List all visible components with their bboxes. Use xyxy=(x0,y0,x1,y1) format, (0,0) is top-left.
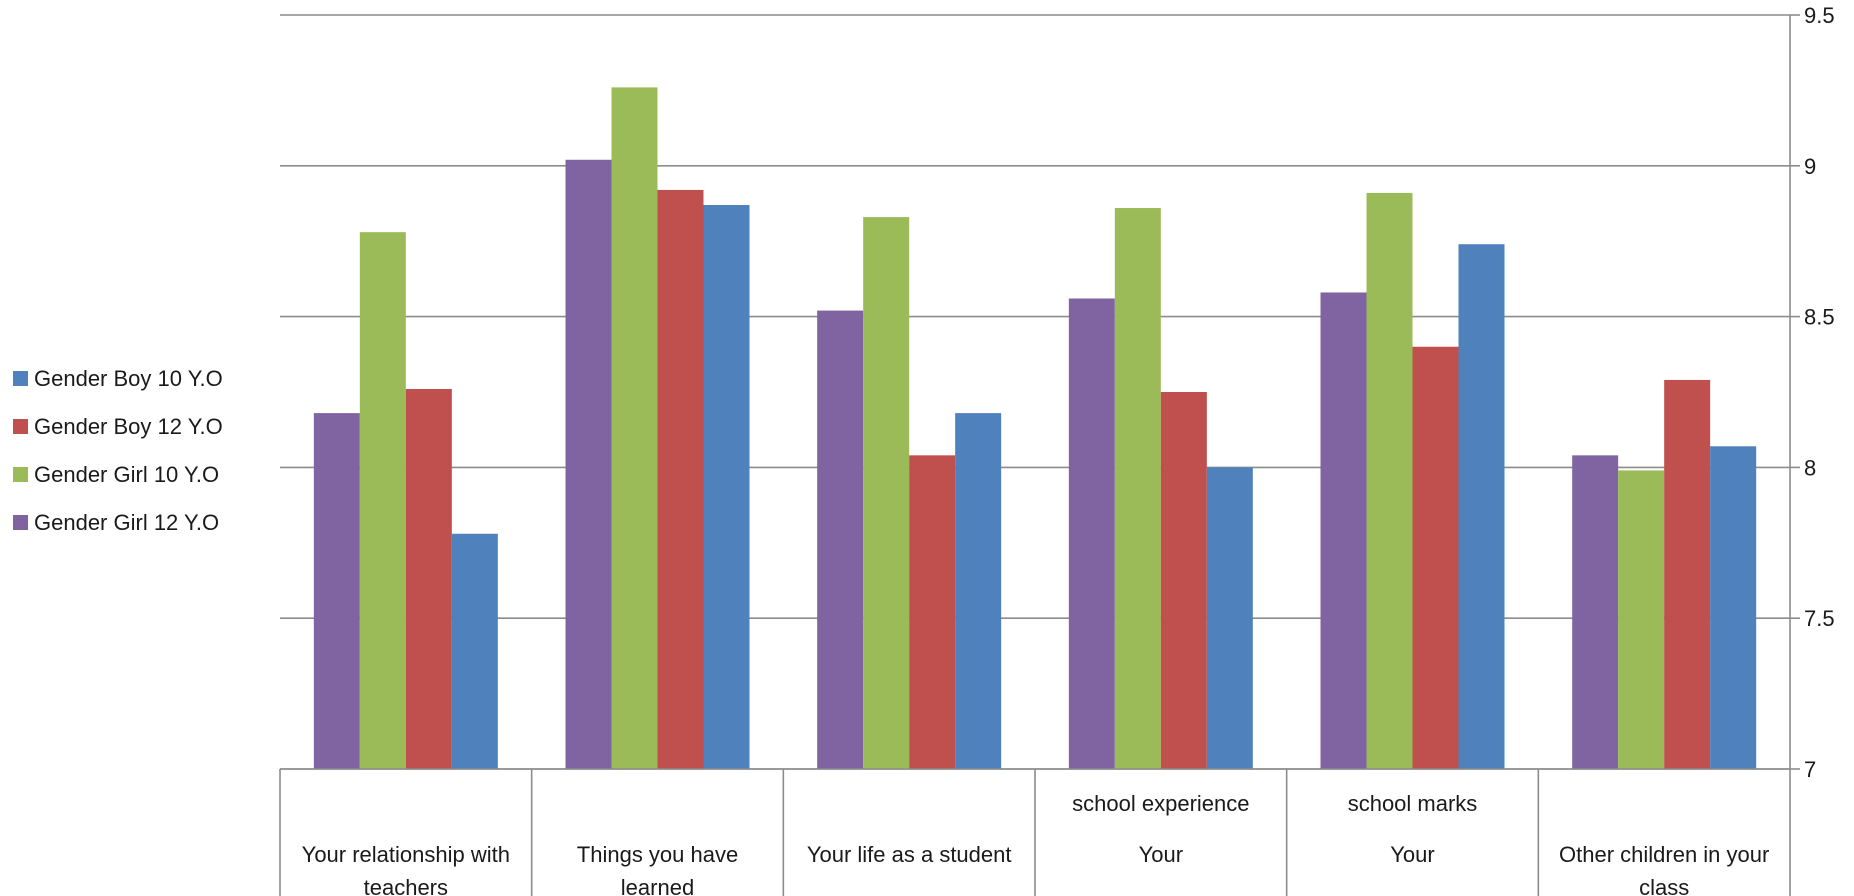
bar xyxy=(909,455,956,769)
legend-label: Gender Boy 12 Y.O xyxy=(34,414,223,439)
bar xyxy=(611,87,658,769)
legend-label: Gender Boy 10 Y.O xyxy=(34,366,223,391)
gridlines xyxy=(280,14,1790,770)
bar xyxy=(1572,455,1619,769)
legend-swatch xyxy=(13,419,28,434)
bar xyxy=(657,189,704,770)
category-label: Other children in your xyxy=(1559,842,1769,867)
bar xyxy=(1366,192,1413,770)
y-tick-label: 8.5 xyxy=(1804,305,1835,330)
axes xyxy=(279,14,1800,896)
y-tick-label: 9.5 xyxy=(1804,3,1835,28)
legend-swatch xyxy=(13,515,28,530)
y-axis-ticks: 7 7.5 8 8.5 9 9.5 xyxy=(1804,3,1835,782)
legend: Gender Boy 10 Y.O Gender Boy 12 Y.O Gender… xyxy=(13,366,223,535)
bar xyxy=(1710,446,1757,769)
bar xyxy=(565,159,612,769)
category-label: learned xyxy=(621,875,694,896)
bar xyxy=(359,232,406,770)
bar xyxy=(1068,298,1115,769)
bar xyxy=(405,388,452,769)
bar xyxy=(1114,208,1161,770)
bar xyxy=(313,413,360,769)
bar xyxy=(1664,379,1711,769)
category-label: Your life as a student xyxy=(807,842,1012,867)
legend-label: Gender Girl 12 Y.O xyxy=(34,510,219,535)
category-label: class xyxy=(1639,875,1689,896)
bar xyxy=(1458,244,1505,769)
bar xyxy=(1206,467,1253,769)
category-label: school marks xyxy=(1348,791,1478,816)
legend-swatch xyxy=(13,467,28,482)
category-label: teachers xyxy=(364,875,448,896)
bar xyxy=(863,217,910,769)
y-tick-label: 7.5 xyxy=(1804,606,1835,631)
bar xyxy=(1412,346,1459,769)
bar xyxy=(1618,470,1665,769)
bar xyxy=(703,205,750,769)
category-labels: Your relationship with teachers Things you… xyxy=(302,791,1770,896)
bars xyxy=(313,87,1757,770)
category-label: Things you have xyxy=(577,842,738,867)
bar xyxy=(1160,392,1207,769)
category-label: Your xyxy=(1139,842,1183,867)
legend-swatch xyxy=(13,371,28,386)
bar xyxy=(451,533,498,769)
y-tick-label: 7 xyxy=(1804,757,1816,782)
bar xyxy=(1320,292,1367,769)
y-tick-label: 8 xyxy=(1804,455,1816,480)
category-label: Your relationship with xyxy=(302,842,510,867)
y-tick-label: 9 xyxy=(1804,154,1816,179)
bar xyxy=(955,413,1002,769)
bar xyxy=(817,310,864,769)
category-label: school experience xyxy=(1072,791,1249,816)
category-label: Your xyxy=(1390,842,1434,867)
legend-label: Gender Girl 10 Y.O xyxy=(34,462,219,487)
